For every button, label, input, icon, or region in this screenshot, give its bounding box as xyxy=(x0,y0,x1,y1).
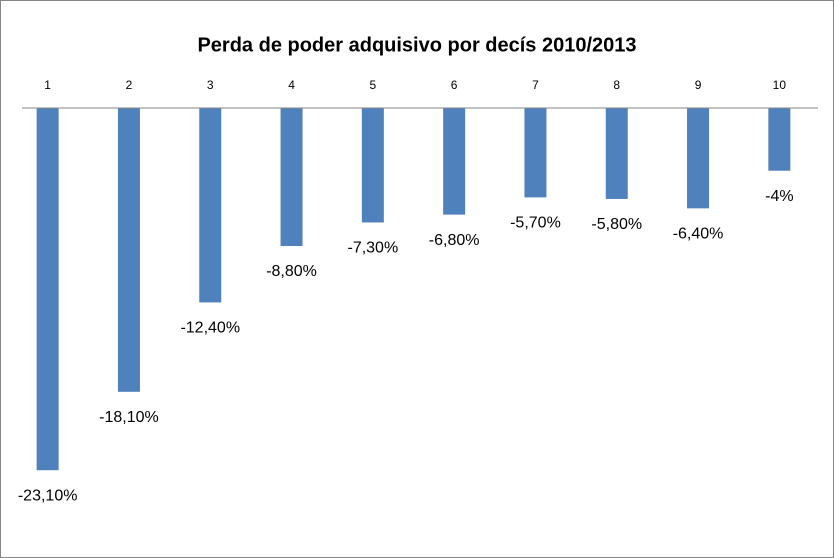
bar xyxy=(524,108,547,198)
x-tick-label: 7 xyxy=(532,78,539,92)
bar xyxy=(687,108,710,209)
x-tick-label: 9 xyxy=(695,78,702,92)
x-tick-label: 3 xyxy=(207,78,214,92)
data-label: -5,80% xyxy=(591,216,642,233)
bar xyxy=(605,108,628,199)
bar xyxy=(361,108,384,223)
bar xyxy=(443,108,466,215)
data-label: -18,10% xyxy=(99,409,159,426)
chart-title: Perda de poder adquisivo por decís 2010/… xyxy=(197,34,636,56)
data-label: -12,40% xyxy=(180,320,240,337)
x-tick-label: 10 xyxy=(773,78,787,92)
data-label: -4% xyxy=(765,188,793,205)
data-label: -8,80% xyxy=(266,263,317,280)
data-label: -23,10% xyxy=(18,487,78,504)
data-label: -6,80% xyxy=(429,232,480,249)
data-label: -7,30% xyxy=(347,240,398,257)
x-tick-label: 5 xyxy=(370,78,377,92)
bar xyxy=(36,108,59,471)
data-label: -5,70% xyxy=(510,215,561,232)
data-label: -6,40% xyxy=(673,226,724,243)
bar xyxy=(768,108,791,171)
x-tick-label: 4 xyxy=(288,78,295,92)
x-tick-label: 2 xyxy=(126,78,133,92)
bar xyxy=(280,108,303,246)
bar xyxy=(117,108,140,392)
bar xyxy=(199,108,222,303)
x-tick-label: 8 xyxy=(613,78,620,92)
x-tick-label: 1 xyxy=(44,78,51,92)
x-tick-label: 6 xyxy=(451,78,458,92)
